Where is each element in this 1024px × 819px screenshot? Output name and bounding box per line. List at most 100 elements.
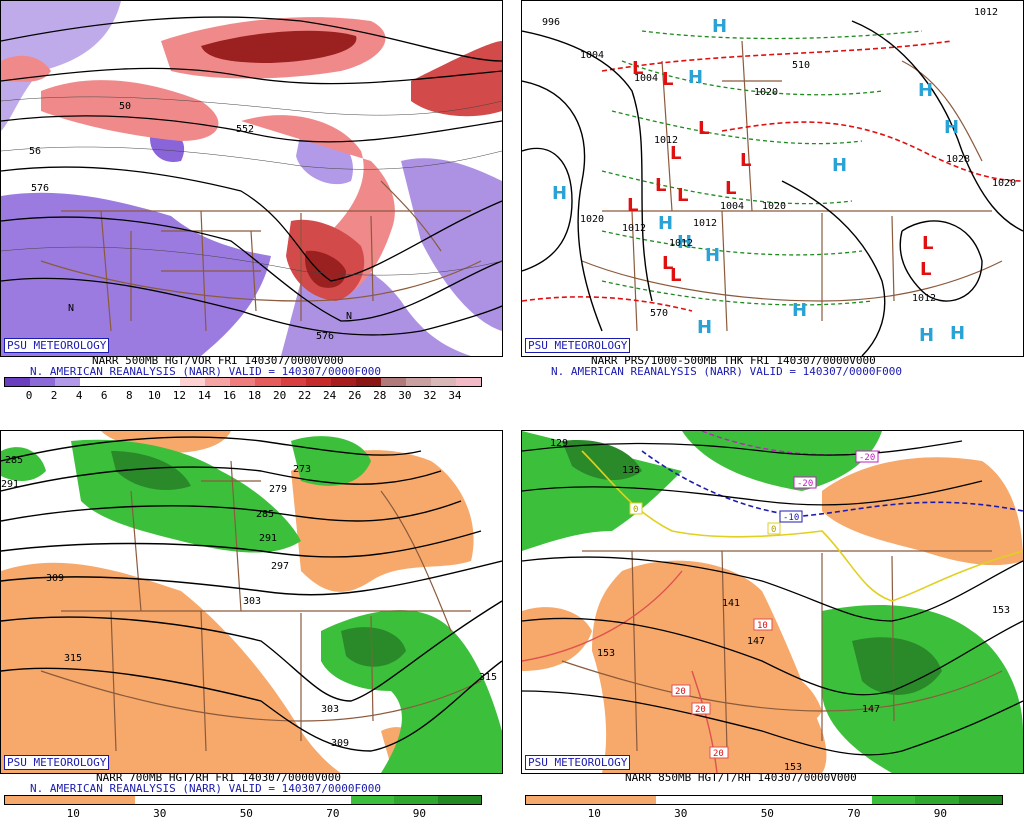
colorbar-swatch: [155, 378, 181, 386]
high-pressure-symbol: H: [677, 232, 692, 253]
colorbar-swatch: [330, 378, 356, 386]
height-label: 147: [862, 704, 880, 715]
colorbar-swatch: [255, 378, 281, 386]
height-label: 153: [784, 762, 802, 773]
colorbar-swatch: [178, 796, 222, 804]
rh850-colorbar-ticks: 10 30 50 70 90: [525, 807, 1001, 819]
isobar-label: 1012: [654, 135, 678, 146]
high-pressure-symbol: H: [832, 155, 847, 176]
temp-label: 0: [629, 502, 643, 515]
panel-title: NARR PRS/1000-500MB THK FRI 140307/0000V…: [591, 354, 876, 367]
colorbar-swatch: [305, 378, 331, 386]
temp-label: 0: [767, 522, 781, 535]
low-pressure-symbol: L: [662, 69, 673, 90]
colorbar-swatch: [455, 378, 481, 386]
colorbar-swatch: [230, 378, 256, 386]
isobar-label: 1012: [693, 218, 717, 229]
svg-text:0: 0: [633, 505, 638, 515]
height-label: 135: [622, 465, 640, 476]
colorbar-swatch: [655, 796, 700, 804]
colorbar-tick-label: 70: [326, 807, 340, 819]
isobar-label: 1020: [754, 87, 778, 98]
high-pressure-symbol: H: [697, 317, 712, 338]
colorbar-tick-label: 90: [412, 807, 427, 819]
height-label: 141: [722, 598, 740, 609]
contour-label: 56: [29, 146, 41, 157]
colorbar-swatch: [394, 796, 438, 804]
colorbar-tick-label: 8: [125, 389, 133, 402]
colorbar-tick-label: 30: [398, 389, 412, 402]
colorbar-swatch: [221, 796, 265, 804]
height-label: 309: [331, 738, 349, 749]
isobar-label: 1020: [762, 201, 786, 212]
colorbar-swatch: [55, 378, 81, 386]
colorbar-tick-label: 4: [75, 389, 83, 402]
colorbar-tick-label: 50: [760, 807, 774, 819]
rh850-colorbar: [525, 795, 1003, 805]
low-pressure-symbol: L: [725, 178, 736, 199]
low-pressure-symbol: L: [920, 259, 931, 280]
colorbar-tick-label: 14: [197, 389, 212, 402]
low-pressure-symbol: L: [677, 185, 688, 206]
contour-label: 576: [31, 183, 49, 194]
panel-700mb-rh: 285 273 279 285 291 297 303 309 315 303 …: [0, 430, 503, 819]
colorbar-swatch: [134, 796, 179, 804]
high-pressure-symbol: H: [705, 245, 720, 266]
low-pressure-symbol: L: [740, 150, 751, 171]
contour-label: 576: [316, 331, 334, 342]
colorbar-tick-label: 6: [100, 389, 108, 402]
thickness-label: 510: [792, 60, 810, 71]
colorbar-tick-label: 30: [153, 807, 167, 819]
colorbar-swatch: [80, 378, 106, 386]
vorticity-map: 552 576 576 50 56 N N: [0, 0, 503, 357]
height-label: 315: [479, 672, 497, 683]
colorbar-swatch: [569, 796, 613, 804]
isobar-label: 1004: [634, 73, 658, 84]
isobar-label: 1012: [669, 238, 693, 249]
height-label: 291: [1, 479, 19, 490]
height-label: 309: [46, 573, 64, 584]
colorbar-tick-label: 10: [147, 389, 161, 402]
svg-text:20: 20: [695, 705, 706, 715]
colorbar-tick-label: 16: [222, 389, 237, 402]
isobar-label: 1028: [946, 154, 970, 165]
isobar-label: 1012: [912, 293, 936, 304]
rh700-map: 285 273 279 285 291 297 303 309 315 303 …: [0, 430, 503, 774]
svg-text:-20: -20: [859, 453, 875, 463]
isobar-label: 1004: [580, 50, 604, 61]
svg-text:10: 10: [757, 621, 768, 631]
colorbar-tick-label: 90: [933, 807, 948, 819]
high-pressure-symbol: H: [792, 300, 807, 321]
height-label: 285: [256, 509, 274, 520]
height-label: 147: [747, 636, 765, 647]
colorbar-tick-label: 22: [298, 389, 312, 402]
psu-meteorology-badge: PSU METEOROLOGY: [4, 338, 110, 353]
colorbar-tick-label: 30: [674, 807, 688, 819]
high-pressure-symbol: H: [658, 213, 673, 234]
colorbar-tick-label: 18: [247, 389, 262, 402]
height-label: 303: [243, 596, 261, 607]
colorbar-swatch: [91, 796, 135, 804]
isobar-label: 1012: [622, 223, 646, 234]
height-label: 129: [550, 438, 568, 449]
height-label: 273: [293, 464, 311, 475]
svg-text:20: 20: [713, 749, 724, 759]
isobar-label: 1020: [992, 178, 1016, 189]
rh700-colorbar-ticks: 10 30 50 70 90: [4, 807, 480, 819]
temp-label: 20: [691, 702, 711, 715]
colorbar-swatch: [5, 796, 49, 804]
colorbar-swatch: [180, 378, 206, 386]
low-pressure-symbol: L: [627, 195, 638, 216]
height-label: 297: [271, 561, 289, 572]
panel-title: NARR 850MB HGT/T/RH 140307/0000V000: [625, 771, 857, 784]
low-pressure-symbol: L: [632, 58, 643, 79]
svg-text:-20: -20: [797, 479, 813, 489]
high-pressure-symbol: H: [552, 183, 567, 204]
height-label: 303: [321, 704, 339, 715]
rh700-colorbar: [4, 795, 482, 805]
colorbar-swatch: [205, 378, 231, 386]
colorbar-tick-label: 12: [172, 389, 186, 402]
colorbar-swatch: [430, 378, 456, 386]
colorbar-tick-label: 26: [348, 389, 362, 402]
contour-label: N: [68, 303, 74, 314]
